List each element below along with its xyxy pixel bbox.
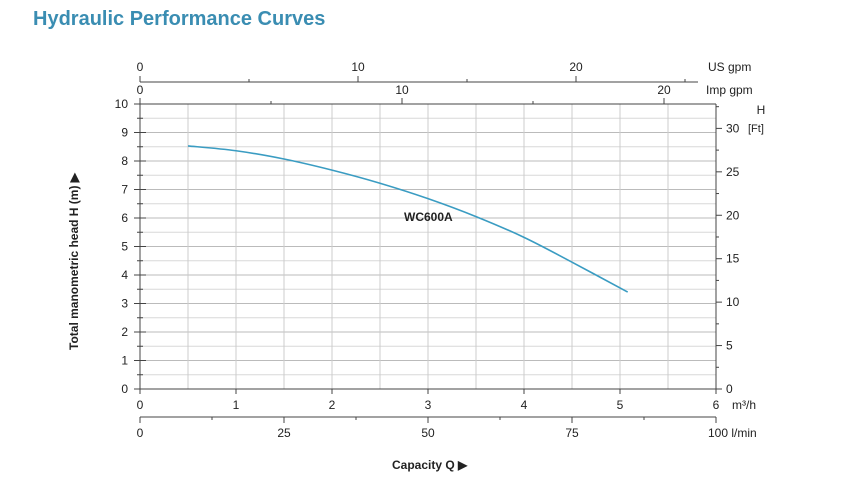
ft-tick-label: 0 — [726, 382, 733, 396]
ft-tick-label: 30 — [726, 121, 740, 135]
imp-gpm-tick-label: 0 — [137, 83, 144, 97]
x-tick-label: 3 — [425, 398, 432, 412]
x-tick-label: 2 — [329, 398, 336, 412]
y-tick-label: 4 — [121, 268, 128, 282]
imp-gpm-tick-label: 20 — [657, 83, 671, 97]
us-gpm-tick-label: 20 — [569, 60, 583, 74]
x-tick-label: 6 — [713, 398, 720, 412]
imp-gpm-unit-label: Imp gpm — [706, 83, 753, 97]
y-tick-label: 2 — [121, 325, 128, 339]
us-gpm-tick-label: 0 — [137, 60, 144, 74]
ft-tick-label: 20 — [726, 208, 740, 222]
ft-unit-label: [Ft] — [748, 123, 764, 135]
ft-tick-label: 15 — [726, 252, 740, 266]
y-tick-label: 7 — [121, 183, 128, 197]
ft-tick-label: 10 — [726, 295, 740, 309]
y-axis-title: Total manometric head H (m) ▶ — [67, 172, 81, 350]
lmin-tick-label: 25 — [277, 426, 291, 440]
y-tick-label: 8 — [121, 154, 128, 168]
x-tick-label: 5 — [617, 398, 624, 412]
y-tick-label: 0 — [121, 382, 128, 396]
y-tick-label: 10 — [115, 97, 129, 111]
imp-gpm-tick-label: 10 — [395, 83, 409, 97]
ft-tick-label: 25 — [726, 165, 740, 179]
y-tick-label: 5 — [121, 240, 128, 254]
us-gpm-unit-label: US gpm — [708, 60, 751, 74]
series-label: WC600A — [404, 210, 453, 224]
x-tick-label: 1 — [233, 398, 240, 412]
lmin-tick-label: 0 — [137, 426, 144, 440]
series-line-wc600a — [187, 145, 629, 293]
y-tick-label: 9 — [121, 126, 128, 140]
lmin-tick-label: 50 — [421, 426, 435, 440]
us-gpm-tick-label: 10 — [351, 60, 365, 74]
ft-tick-label: 5 — [726, 339, 733, 353]
chart-title: Hydraulic Performance Curves — [33, 8, 326, 30]
x-tick-label: 0 — [137, 398, 144, 412]
y-tick-label: 1 — [121, 354, 128, 368]
x-axis-title: Capacity Q ▶ — [392, 458, 468, 472]
y-tick-label: 3 — [121, 297, 128, 311]
lmin-unit-label: 100 l/min — [708, 426, 757, 440]
ft-axis-title: H — [757, 103, 766, 117]
lmin-tick-label: 75 — [565, 426, 579, 440]
x-tick-label: 4 — [521, 398, 528, 412]
x-unit-label: m³/h — [732, 398, 756, 412]
y-tick-label: 6 — [121, 211, 128, 225]
